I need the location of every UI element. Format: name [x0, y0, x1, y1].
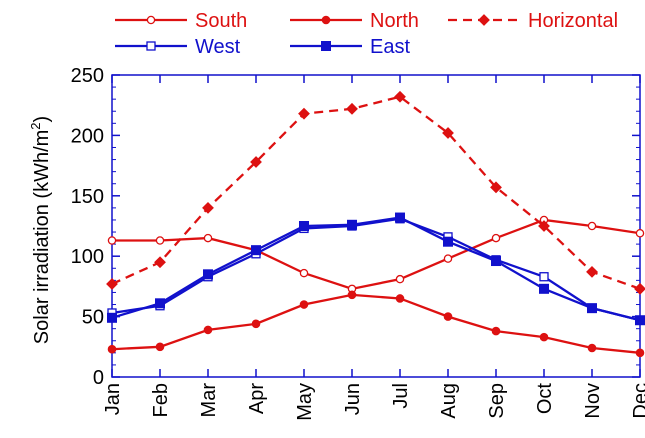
data-point-north	[587, 343, 597, 353]
y-tick-label: 250	[71, 65, 104, 87]
axes: 0 50 100 150 200 250 Jan Feb Mar Apr May Jun Jul Aug S…	[71, 65, 645, 421]
x-tick-label: Apr	[246, 383, 268, 414]
data-point-east	[587, 303, 597, 314]
legend-marker-north	[321, 15, 331, 25]
y-tick-label: 100	[71, 246, 104, 268]
data-point-north	[107, 344, 117, 354]
data-point-north	[347, 290, 357, 300]
data-point-north	[491, 326, 501, 336]
legend-marker-west	[146, 41, 156, 51]
data-point-south	[107, 236, 117, 245]
legend-item-west: West	[115, 36, 241, 58]
x-tick-label: Feb	[150, 383, 172, 417]
data-point-horizontal	[154, 256, 166, 269]
legend-item-horizontal: Horizontal	[448, 10, 618, 32]
data-point-east	[491, 256, 501, 267]
data-point-south	[395, 274, 405, 284]
data-point-horizontal	[106, 278, 118, 290]
series-north	[107, 290, 645, 358]
legend-label-horizontal: Horizontal	[528, 10, 618, 32]
data-point-east	[299, 221, 309, 231]
data-point-east	[155, 298, 165, 309]
data-point-east	[539, 283, 549, 294]
data-point-west	[539, 272, 549, 282]
x-tick-label: Jan	[102, 383, 124, 415]
data-point-horizontal	[586, 265, 598, 278]
data-point-north	[299, 300, 309, 309]
data-point-east	[251, 245, 261, 256]
data-point-north	[395, 294, 405, 303]
series-south	[107, 215, 645, 294]
data-point-north	[155, 342, 165, 352]
data-point-east	[107, 312, 117, 323]
legend-marker-south	[146, 15, 156, 25]
data-point-horizontal	[298, 107, 310, 120]
data-point-east	[395, 212, 405, 223]
series-line-south	[112, 218, 641, 291]
x-tick-label: Mar	[198, 383, 220, 418]
legend-label-south: South	[195, 10, 247, 32]
data-point-horizontal	[346, 102, 358, 115]
data-point-south	[635, 228, 645, 238]
series-line-west	[111, 217, 641, 322]
data-point-horizontal	[442, 127, 454, 139]
y-axis-label: Solar irradiation (kWh/m2)	[28, 116, 53, 344]
y-tick-label: 50	[82, 307, 104, 329]
x-tick-label: Oct	[534, 383, 556, 415]
x-tick-label: Aug	[438, 383, 460, 419]
y-tick-label: 200	[71, 125, 104, 147]
data-point-south	[443, 254, 453, 263]
data-point-south	[203, 233, 213, 243]
data-point-north	[539, 332, 549, 342]
legend-item-south: South	[115, 10, 247, 32]
x-tick-label: Jul	[390, 383, 412, 409]
x-tick-label: Sep	[486, 383, 508, 419]
legend: South North Horizontal West East	[115, 10, 618, 58]
data-point-east	[347, 219, 357, 230]
legend-label-west: West	[195, 36, 241, 58]
series-line-east	[111, 216, 641, 322]
data-point-east	[443, 236, 453, 247]
data-point-north	[443, 312, 453, 321]
data-point-horizontal	[250, 156, 262, 168]
data-point-horizontal	[538, 220, 550, 232]
series-horizontal	[106, 90, 645, 295]
data-point-east	[635, 315, 645, 326]
data-point-south	[155, 236, 165, 245]
series-east	[107, 212, 645, 326]
legend-item-east: East	[290, 36, 410, 58]
data-point-horizontal	[394, 90, 406, 103]
x-tick-label: Dec	[630, 383, 645, 419]
series-layer	[106, 90, 645, 358]
data-point-horizontal	[634, 282, 645, 295]
legend-marker-horizontal	[478, 14, 490, 26]
data-point-south	[491, 233, 501, 243]
data-point-north	[251, 319, 261, 329]
data-point-south	[299, 268, 309, 278]
data-point-north	[635, 348, 645, 358]
legend-marker-east	[321, 41, 331, 51]
data-point-south	[587, 221, 597, 231]
x-tick-label: Jun	[342, 383, 364, 415]
data-point-north	[203, 325, 213, 335]
legend-label-east: East	[370, 36, 410, 58]
plot-frame	[111, 74, 641, 378]
legend-label-north: North	[370, 10, 419, 32]
series-line-horizontal	[111, 95, 641, 290]
series-line-north	[111, 293, 641, 354]
data-point-east	[203, 269, 213, 280]
data-point-horizontal	[490, 181, 502, 194]
legend-item-north: North	[290, 10, 419, 32]
data-point-horizontal	[202, 201, 214, 214]
y-axis-label-superscript: 2	[28, 122, 43, 129]
x-tick-label: May	[294, 383, 316, 421]
x-tick-label: Nov	[582, 383, 604, 419]
y-tick-label: 150	[71, 186, 104, 208]
y-tick-label: 0	[93, 367, 104, 389]
